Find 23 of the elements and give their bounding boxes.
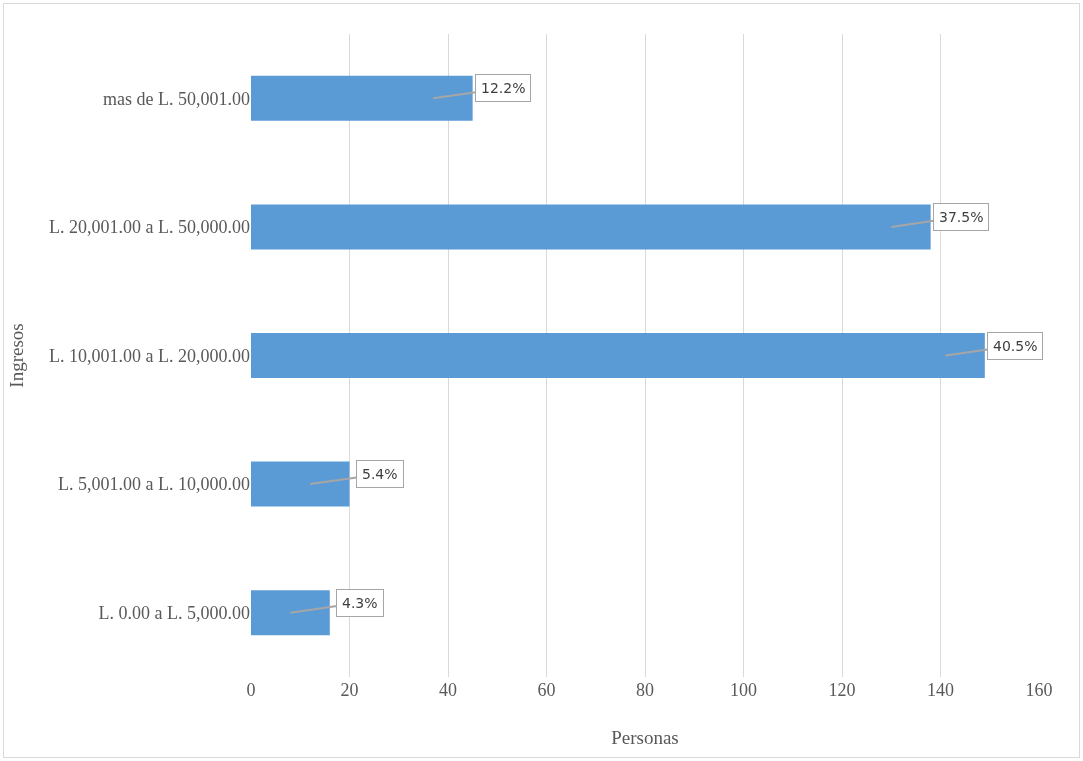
annotation: 12.2% <box>481 80 526 96</box>
x-tick-label: 100 <box>730 680 757 700</box>
x-axis-title: Personas <box>611 727 679 748</box>
annotation: 40.5% <box>993 338 1038 354</box>
annotation: 37.5% <box>939 209 984 225</box>
y-tick-label: L. 20,001.00 a L. 50,000.00 <box>49 217 250 238</box>
annotation: 5.4% <box>362 466 398 482</box>
x-tick-label: 80 <box>636 680 654 700</box>
x-tick-label: 40 <box>439 680 457 700</box>
x-tick-label: 120 <box>828 680 856 700</box>
y-tick-label: L. 5,001.00 a L. 10,000.00 <box>58 474 250 495</box>
x-tick-label: 0 <box>246 680 256 700</box>
bar <box>251 590 330 636</box>
x-tick-label: 160 <box>1025 680 1053 700</box>
x-tick-label: 20 <box>340 680 359 700</box>
x-tick-label: 60 <box>537 680 556 700</box>
annotation: 4.3% <box>342 595 378 611</box>
x-tick-label: 140 <box>927 680 954 700</box>
y-tick-label: L. 0.00 a L. 5,000.00 <box>98 603 250 623</box>
y-tick-label: mas de L. 50,001.00 <box>103 88 250 109</box>
y-axis-title: Ingresos <box>5 323 27 388</box>
y-tick-label: L. 10,001.00 a L. 20,000.00 <box>49 345 250 366</box>
bar <box>251 461 350 507</box>
